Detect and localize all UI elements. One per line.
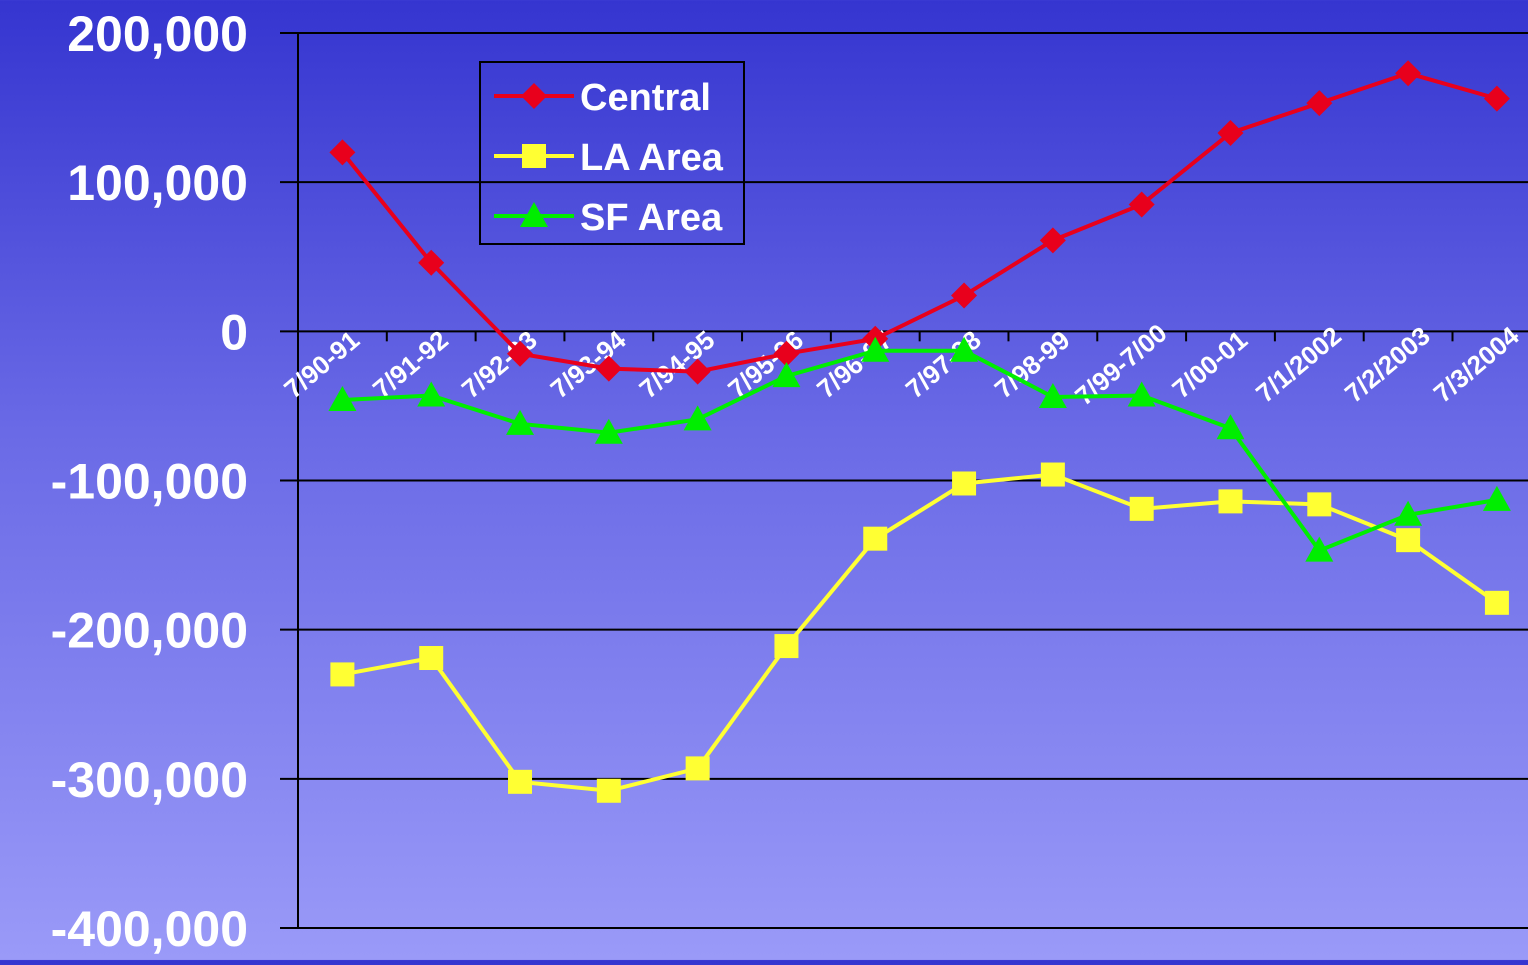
legend-label: SF Area: [580, 197, 723, 239]
series-line: [342, 472, 1499, 793]
x-tick-label: 7/90-91: [278, 325, 365, 405]
data-point-triangle: [1216, 414, 1245, 440]
y-tick-label: -100,000: [51, 454, 248, 510]
legend-label: Central: [580, 77, 711, 119]
legend-entry: SF Area: [494, 197, 723, 239]
data-point-square: [1484, 590, 1509, 615]
data-point-triangle: [683, 405, 712, 431]
legend: Central LA Area SF Area: [479, 61, 745, 245]
data-point-diamond: [418, 249, 445, 276]
data-point-square: [685, 756, 710, 781]
series-sf-area: [328, 336, 1511, 562]
data-point-triangle: [328, 385, 357, 411]
y-axis-tick-labels: 200,000 100,000 0 -100,000 -200,000 -300,000 -…: [51, 6, 248, 957]
x-tick-label: 7/1/2002: [1250, 320, 1347, 408]
series-central: [329, 60, 1510, 385]
series-lines: [328, 60, 1511, 803]
data-point-square: [508, 769, 533, 794]
x-tick-label: 7/3/2004: [1428, 320, 1525, 408]
data-point-diamond: [521, 83, 547, 109]
series-la-area: [330, 462, 1509, 803]
legend-label: LA Area: [580, 137, 724, 179]
series-line: [342, 348, 1498, 554]
data-point-square: [774, 634, 799, 659]
y-tick-label: 200,000: [67, 6, 248, 62]
data-point-diamond: [1128, 191, 1155, 218]
data-point-square: [1307, 492, 1332, 517]
data-point-diamond: [773, 340, 800, 367]
data-point-square: [952, 471, 977, 496]
series-line: [340, 71, 1498, 374]
x-tick-label: 7/92-93: [456, 325, 543, 405]
x-tick-label: 7/00-01: [1166, 325, 1253, 405]
data-point-triangle: [1127, 381, 1156, 407]
y-tick-label: -300,000: [51, 752, 248, 808]
data-point-diamond: [329, 139, 356, 166]
data-point-square: [1040, 462, 1065, 487]
data-point-diamond: [1395, 60, 1422, 87]
data-point-diamond: [595, 355, 622, 382]
data-point-triangle: [506, 409, 535, 435]
data-point-square: [1218, 489, 1243, 514]
axes: [297, 33, 1454, 928]
x-tick-label: 7/94-95: [633, 325, 720, 405]
data-point-diamond: [684, 358, 711, 385]
y-tick-label: -200,000: [51, 603, 248, 659]
gridlines: [280, 32, 1528, 929]
data-point-triangle: [594, 418, 623, 444]
data-point-diamond: [1039, 227, 1066, 254]
data-point-triangle: [950, 336, 979, 362]
data-point-triangle: [772, 362, 801, 388]
data-point-diamond: [507, 340, 534, 367]
legend-box: [479, 61, 745, 245]
data-point-square: [1396, 528, 1421, 553]
x-tick-label: 7/97-98: [900, 325, 987, 405]
data-point-triangle: [1394, 500, 1423, 526]
legend-entry: LA Area: [494, 137, 724, 179]
data-point-triangle: [1038, 382, 1067, 408]
data-point-diamond: [1217, 119, 1244, 146]
x-tick-label: 7/2/2003: [1339, 320, 1436, 408]
data-point-square: [596, 778, 621, 803]
y-tick-label: -400,000: [51, 901, 248, 957]
data-point-triangle: [1482, 485, 1511, 511]
data-point-diamond: [1306, 90, 1333, 117]
x-tick-label: 7/98-99: [989, 325, 1076, 405]
data-point-square: [1129, 496, 1154, 521]
data-point-diamond: [951, 282, 978, 309]
x-tick-label: 7/91-92: [367, 325, 454, 405]
data-point-square: [522, 144, 546, 168]
data-point-square: [863, 526, 888, 551]
data-point-diamond: [1483, 85, 1510, 112]
y-tick-label: 100,000: [67, 155, 248, 211]
y-tick-label: 0: [220, 304, 248, 360]
data-point-triangle: [520, 202, 548, 227]
data-point-triangle: [417, 381, 446, 407]
data-point-triangle: [1305, 536, 1334, 562]
legend-entry: Central: [494, 77, 711, 119]
data-point-square: [330, 662, 355, 687]
data-point-triangle: [861, 336, 890, 362]
data-point-square: [419, 646, 444, 671]
